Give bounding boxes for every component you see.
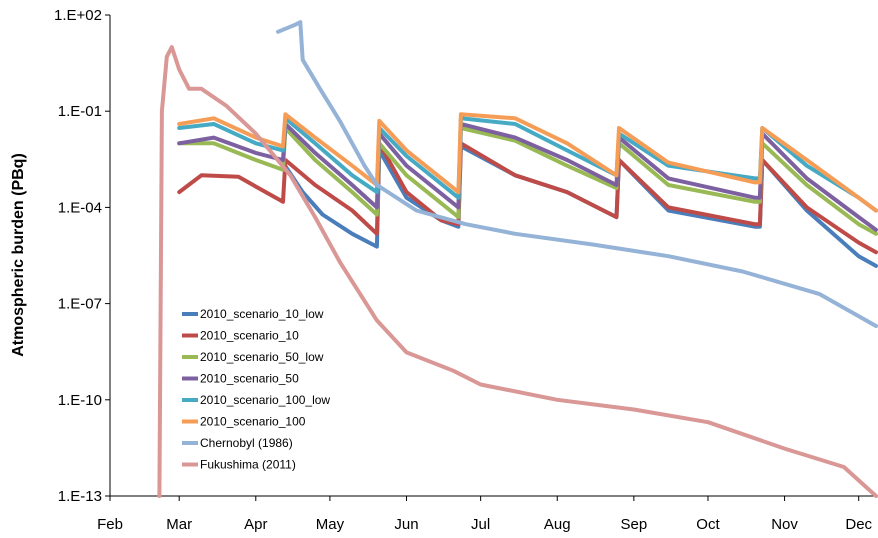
y-tick-label: 1.E-01 [58,103,102,120]
y-tick-label: 1.E-04 [58,199,102,216]
legend-label: 2010_scenario_50_low [200,350,324,364]
y-tick-label: 1.E+02 [54,7,102,24]
x-tick-label: Jul [471,516,490,533]
legend-label: Fukushima (2011) [200,458,296,472]
x-tick-label: Nov [771,516,798,533]
x-tick-label: Oct [696,516,720,533]
x-tick-label: Mar [166,516,192,533]
x-tick-label: Jun [394,516,418,533]
legend-label: Chernobyl (1986) [200,436,293,450]
y-tick-label: 1.E-10 [58,392,102,409]
series-line-fukushima-2011 [157,45,878,498]
legend-label: 2010_scenario_10_low [200,307,324,321]
legend: 2010_scenario_10_low 2010_scenario_10 2010… [182,307,330,472]
y-axis-label: Atmospheric burden (PBq) [10,153,27,357]
x-tick-label: Apr [244,516,267,533]
series-line-chernobyl-1986 [276,20,878,328]
y-tick-label: 1.E-07 [58,296,102,313]
legend-label: 2010_scenario_100_low [200,393,330,407]
plot-area: 1.E-13 1.E-10 1.E-07 1.E-04 1.E-01 1.E+02 Feb… [54,7,878,533]
y-tick-label: 1.E-13 [58,488,102,505]
x-ticks: Feb Mar Apr May Jun Jul Aug Sep Oct Nov Dec [97,496,873,533]
series-lines [157,20,878,498]
legend-label: 2010_scenario_100 [200,415,306,429]
y-ticks: 1.E-13 1.E-10 1.E-07 1.E-04 1.E-01 1.E+02 [54,7,110,505]
x-tick-label: Sep [620,516,647,533]
x-tick-label: Dec [845,516,872,533]
legend-label: 2010_scenario_50 [200,372,299,386]
x-tick-label: May [316,516,345,533]
x-tick-label: Feb [97,516,123,533]
x-tick-label: Aug [544,516,571,533]
series-line-2010-scenario-100 [177,112,878,213]
legend-label: 2010_scenario_10 [200,329,299,343]
